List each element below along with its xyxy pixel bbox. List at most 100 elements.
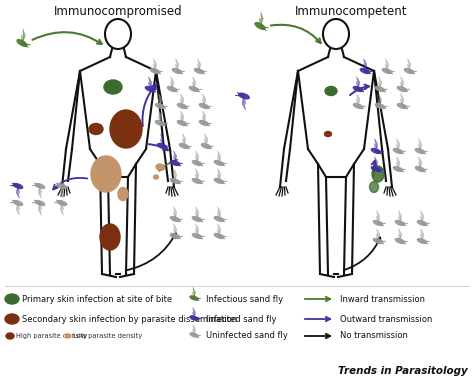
Polygon shape xyxy=(202,116,205,124)
Polygon shape xyxy=(192,312,195,319)
Polygon shape xyxy=(17,185,20,193)
Text: Low parasite density: Low parasite density xyxy=(73,333,142,339)
Polygon shape xyxy=(385,64,388,72)
Ellipse shape xyxy=(36,200,45,205)
Ellipse shape xyxy=(173,69,182,74)
Ellipse shape xyxy=(323,19,349,49)
Polygon shape xyxy=(158,116,161,124)
Polygon shape xyxy=(217,229,220,237)
Polygon shape xyxy=(261,12,264,24)
Polygon shape xyxy=(376,216,379,224)
Ellipse shape xyxy=(325,86,337,96)
Ellipse shape xyxy=(325,131,331,136)
Polygon shape xyxy=(204,139,207,147)
Ellipse shape xyxy=(192,160,201,165)
Polygon shape xyxy=(378,99,381,107)
Text: No transmission: No transmission xyxy=(340,331,408,341)
Polygon shape xyxy=(418,162,421,170)
Polygon shape xyxy=(398,216,401,224)
Polygon shape xyxy=(376,211,380,221)
Ellipse shape xyxy=(57,200,67,205)
Polygon shape xyxy=(173,211,176,220)
Polygon shape xyxy=(242,98,246,110)
Text: Immunocompromised: Immunocompromised xyxy=(54,5,182,18)
Polygon shape xyxy=(173,224,177,234)
Polygon shape xyxy=(148,82,151,90)
Polygon shape xyxy=(38,205,41,215)
Ellipse shape xyxy=(5,314,19,324)
Ellipse shape xyxy=(170,216,180,221)
Polygon shape xyxy=(196,224,199,234)
Polygon shape xyxy=(21,34,24,44)
Ellipse shape xyxy=(100,224,120,250)
Ellipse shape xyxy=(372,166,384,182)
Polygon shape xyxy=(175,59,179,69)
Ellipse shape xyxy=(371,166,381,171)
Ellipse shape xyxy=(417,221,427,226)
Ellipse shape xyxy=(415,166,425,171)
Polygon shape xyxy=(419,157,422,167)
Polygon shape xyxy=(173,168,177,179)
Ellipse shape xyxy=(192,234,201,239)
Ellipse shape xyxy=(110,110,142,148)
Polygon shape xyxy=(173,150,177,161)
Polygon shape xyxy=(196,207,199,217)
Ellipse shape xyxy=(17,40,27,46)
Polygon shape xyxy=(154,59,157,69)
Ellipse shape xyxy=(170,234,180,239)
Ellipse shape xyxy=(192,216,201,221)
Ellipse shape xyxy=(200,120,209,125)
Ellipse shape xyxy=(179,144,189,149)
Polygon shape xyxy=(376,234,379,242)
Polygon shape xyxy=(401,94,404,104)
Polygon shape xyxy=(180,116,183,124)
Polygon shape xyxy=(374,139,378,149)
Polygon shape xyxy=(420,216,423,224)
Ellipse shape xyxy=(214,160,224,165)
Ellipse shape xyxy=(417,239,427,243)
Ellipse shape xyxy=(239,93,249,99)
Ellipse shape xyxy=(200,104,209,109)
Ellipse shape xyxy=(13,184,23,189)
Polygon shape xyxy=(159,110,162,121)
Ellipse shape xyxy=(156,164,164,170)
Ellipse shape xyxy=(154,175,158,179)
Ellipse shape xyxy=(192,179,201,184)
Polygon shape xyxy=(356,82,359,90)
Polygon shape xyxy=(173,174,176,182)
Ellipse shape xyxy=(157,144,167,149)
Ellipse shape xyxy=(214,216,224,221)
Polygon shape xyxy=(182,134,186,144)
Polygon shape xyxy=(202,94,206,104)
Polygon shape xyxy=(173,229,176,237)
Polygon shape xyxy=(61,185,64,193)
Ellipse shape xyxy=(375,86,385,91)
Ellipse shape xyxy=(65,334,71,338)
Polygon shape xyxy=(218,224,221,234)
Polygon shape xyxy=(418,144,421,152)
Ellipse shape xyxy=(395,239,405,243)
Polygon shape xyxy=(217,211,220,220)
Ellipse shape xyxy=(104,80,122,94)
Polygon shape xyxy=(243,95,246,104)
Polygon shape xyxy=(16,205,19,215)
Polygon shape xyxy=(400,99,403,107)
Ellipse shape xyxy=(13,200,23,205)
Polygon shape xyxy=(259,18,262,27)
Polygon shape xyxy=(397,139,400,149)
Ellipse shape xyxy=(170,160,180,165)
Polygon shape xyxy=(23,29,25,41)
Polygon shape xyxy=(17,202,20,210)
Polygon shape xyxy=(217,156,220,164)
Polygon shape xyxy=(198,59,201,69)
Polygon shape xyxy=(38,188,41,199)
Polygon shape xyxy=(401,77,404,87)
Polygon shape xyxy=(39,202,42,210)
Polygon shape xyxy=(195,156,198,164)
Polygon shape xyxy=(159,94,162,104)
Ellipse shape xyxy=(190,316,198,320)
Ellipse shape xyxy=(118,187,128,200)
Ellipse shape xyxy=(177,120,187,125)
Ellipse shape xyxy=(105,19,131,49)
Text: Immunocompetent: Immunocompetent xyxy=(295,5,407,18)
